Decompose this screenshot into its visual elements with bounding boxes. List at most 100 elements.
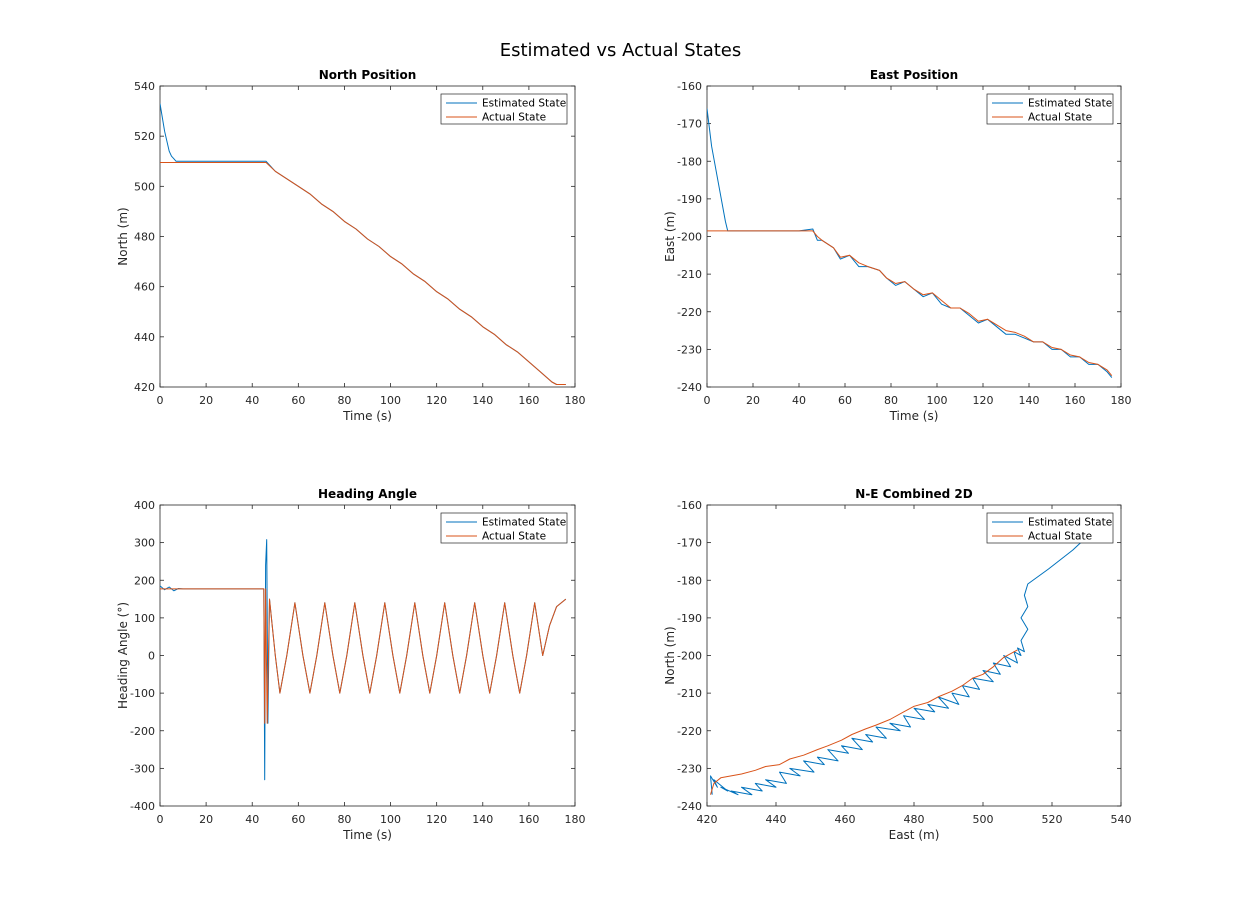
x-tick-label: 440: [766, 813, 787, 826]
y-tick-label: 500: [134, 180, 155, 193]
y-tick-label: -190: [677, 612, 702, 625]
y-tick-label: 520: [134, 130, 155, 143]
x-tick-label: 40: [792, 394, 806, 407]
y-tick-label: 460: [134, 281, 155, 294]
legend: Estimated State Actual State: [440, 93, 568, 125]
legend: Estimated State Actual State: [986, 512, 1114, 544]
x-axis-label: Time (s): [342, 828, 392, 842]
x-axis-label: Time (s): [342, 409, 392, 423]
subplot-heading-angle: Heading Angle 0 20 40 60 80 100 120 140 160 180 -40…: [116, 487, 586, 842]
y-tick-label: 300: [134, 537, 155, 550]
x-tick-label: 60: [291, 394, 305, 407]
y-tick-label: 540: [134, 80, 155, 93]
x-axis-label: East (m): [889, 828, 940, 842]
y-tick-label: -160: [677, 80, 702, 93]
series-line-actual: [160, 162, 566, 385]
x-tick-label: 520: [1042, 813, 1063, 826]
subplot-north-position: North Position 0 20 40 60 80 100 120 140 160 180 42…: [116, 68, 586, 423]
y-tick-label: -230: [677, 762, 702, 775]
subplot-title: Heading Angle: [318, 487, 417, 501]
x-tick-label: 500: [973, 813, 994, 826]
x-tick-label: 100: [380, 394, 401, 407]
legend: Estimated State Actual State: [440, 512, 568, 544]
y-tick-label: -240: [677, 381, 702, 394]
y-tick-label: -200: [677, 650, 702, 663]
series-line-actual: [710, 649, 1018, 795]
x-tick-label: 40: [245, 394, 259, 407]
y-tick-label: -300: [130, 762, 155, 775]
legend-entry: Estimated State: [1028, 517, 1112, 529]
subplot-title: N-E Combined 2D: [855, 487, 972, 501]
series-line-estimated: [710, 527, 1098, 796]
x-tick-label: 480: [904, 813, 925, 826]
x-tick-label: 100: [380, 813, 401, 826]
y-tick-label: -200: [130, 725, 155, 738]
legend-entry: Estimated State: [482, 517, 566, 529]
x-tick-label: 100: [927, 394, 948, 407]
subplot-title: East Position: [870, 68, 958, 82]
y-tick-label: -400: [130, 800, 155, 813]
y-axis-label: East (m): [663, 211, 677, 262]
figure-title: Estimated vs Actual States: [499, 40, 742, 61]
series-line-actual: [160, 588, 567, 724]
x-tick-label: 160: [518, 394, 539, 407]
x-tick-label: 20: [746, 394, 760, 407]
legend-entry: Actual State: [1028, 531, 1092, 543]
y-tick-label: -200: [677, 231, 702, 244]
y-tick-label: -210: [677, 268, 702, 281]
y-tick-label: -180: [677, 155, 702, 168]
x-tick-label: 180: [565, 394, 586, 407]
x-tick-label: 80: [884, 394, 898, 407]
y-tick-label: -240: [677, 800, 702, 813]
y-tick-label: -190: [677, 193, 702, 206]
y-axis-label: North (m): [116, 207, 130, 265]
legend-entry: Actual State: [482, 531, 546, 543]
x-tick-label: 0: [157, 394, 164, 407]
x-tick-label: 20: [199, 394, 213, 407]
x-tick-label: 80: [337, 813, 351, 826]
y-tick-label: -220: [677, 725, 702, 738]
y-tick-label: -230: [677, 343, 702, 356]
x-tick-label: 140: [472, 813, 493, 826]
legend-box: [986, 512, 1114, 544]
y-tick-label: -180: [677, 574, 702, 587]
plot-area: [159, 85, 576, 388]
y-tick-label: 0: [148, 650, 155, 663]
y-tick-label: 400: [134, 499, 155, 512]
x-tick-label: 160: [1065, 394, 1086, 407]
legend-box: [986, 93, 1114, 125]
x-tick-label: 0: [704, 394, 711, 407]
y-tick-label: 480: [134, 231, 155, 244]
x-tick-label: 40: [245, 813, 259, 826]
y-tick-label: -210: [677, 687, 702, 700]
y-tick-label: 420: [134, 381, 155, 394]
x-tick-label: 180: [565, 813, 586, 826]
x-tick-label: 20: [199, 813, 213, 826]
x-tick-label: 180: [1111, 394, 1132, 407]
x-tick-label: 80: [337, 394, 351, 407]
y-tick-label: 100: [134, 612, 155, 625]
y-tick-label: -160: [677, 499, 702, 512]
y-tick-label: 200: [134, 574, 155, 587]
x-tick-label: 0: [157, 813, 164, 826]
x-tick-label: 60: [838, 394, 852, 407]
legend-box: [440, 93, 568, 125]
y-axis-label: Heading Angle (°): [116, 602, 130, 709]
subplot-title: North Position: [319, 68, 417, 82]
plot-area: [706, 85, 1122, 388]
x-tick-label: 120: [426, 813, 447, 826]
subplot-east-position: East Position 0 20 40 60 80 100 120 140 160 180 -24…: [663, 68, 1132, 423]
legend-box: [440, 512, 568, 544]
plot-area: [706, 504, 1122, 807]
plot-area: [159, 504, 576, 807]
series-line-actual: [707, 230, 1113, 377]
x-tick-label: 540: [1111, 813, 1132, 826]
x-tick-label: 420: [697, 813, 718, 826]
x-tick-label: 120: [973, 394, 994, 407]
y-tick-label: -170: [677, 118, 702, 131]
x-tick-label: 120: [426, 394, 447, 407]
legend-entry: Estimated State: [482, 98, 566, 110]
x-tick-label: 140: [472, 394, 493, 407]
y-tick-label: 440: [134, 331, 155, 344]
legend-entry: Actual State: [1028, 112, 1092, 124]
